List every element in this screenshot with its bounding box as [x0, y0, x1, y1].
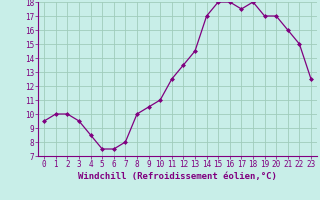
X-axis label: Windchill (Refroidissement éolien,°C): Windchill (Refroidissement éolien,°C) — [78, 172, 277, 181]
